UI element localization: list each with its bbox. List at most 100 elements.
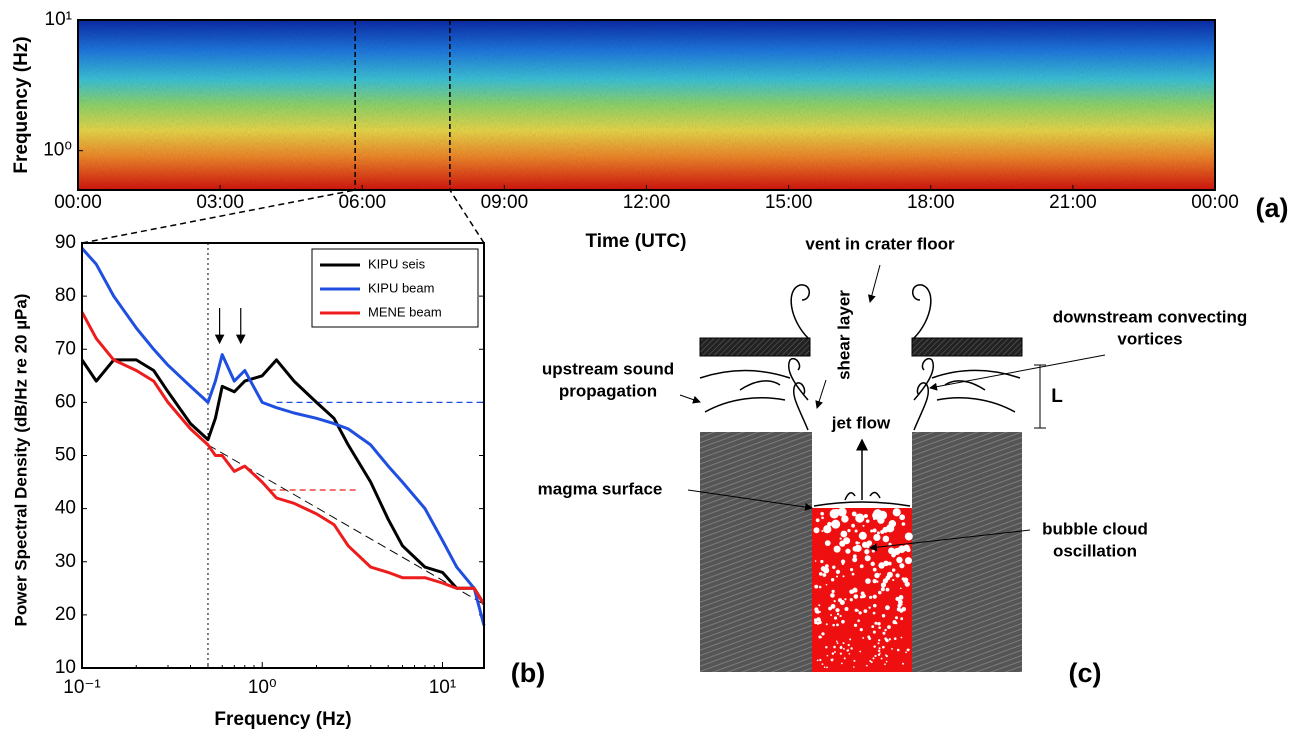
bubble: [844, 598, 847, 601]
bubble: [891, 647, 893, 650]
bubble: [901, 522, 906, 526]
bubble: [878, 562, 885, 569]
bubble: [837, 507, 847, 517]
bubble: [814, 620, 818, 625]
bubble: [835, 569, 841, 574]
bubble: [851, 572, 855, 576]
bubble: [882, 578, 888, 584]
diagram-label: propagation: [559, 381, 657, 400]
bubble: [899, 563, 905, 569]
bubble: [865, 664, 868, 667]
bubble: [896, 556, 903, 564]
bubble: [896, 607, 901, 612]
bubble: [847, 529, 851, 533]
bubble: [885, 654, 887, 656]
bubble: [829, 509, 840, 519]
bubble: [874, 654, 877, 658]
bubble: [821, 663, 824, 666]
bubble: [887, 561, 892, 566]
vortices: [699, 284, 1021, 431]
bubble: [874, 621, 878, 625]
bubble: [836, 642, 839, 645]
y-tick-label: 10⁰: [43, 140, 72, 161]
bubble: [885, 660, 888, 663]
series-line: [80, 311, 486, 606]
bubble: [843, 537, 851, 545]
bubble: [833, 616, 838, 620]
bubble: [852, 554, 857, 559]
x-axis-label: Time (UTC): [586, 231, 687, 252]
bubble: [836, 623, 839, 627]
y-tick-label: 40: [55, 498, 76, 519]
bubble: [873, 509, 883, 519]
bubble: [872, 528, 877, 533]
bubble: [849, 638, 852, 641]
bubble: [853, 659, 856, 662]
bubble: [886, 571, 893, 578]
bubble: [821, 516, 824, 520]
bubble: [894, 616, 898, 620]
bubble: [842, 642, 845, 645]
y-axis-label: Power Spectral Density (dB/Hz re 20 µPa): [11, 294, 30, 627]
x-axis-label: Frequency (Hz): [214, 709, 351, 730]
bubble: [872, 567, 877, 572]
bubble: [852, 545, 859, 552]
bubble: [885, 605, 890, 611]
bubble: [850, 647, 853, 650]
diagram-label: vortices: [1117, 329, 1182, 348]
bubble: [866, 545, 870, 549]
bubble: [892, 620, 897, 625]
crater-floor: [911, 337, 1023, 357]
y-tick-label: 30: [55, 551, 76, 572]
bubble: [839, 599, 845, 605]
bubble: [880, 587, 885, 592]
bubble: [862, 637, 865, 639]
bubble: [872, 611, 876, 615]
x-tick-label: 10¹: [429, 677, 456, 698]
bubble: [884, 663, 886, 666]
bubble: [814, 607, 819, 612]
bubble: [851, 511, 857, 517]
zoom-line: [81, 189, 356, 244]
bubble: [878, 626, 881, 629]
series-line: [80, 247, 486, 626]
x-tick-label: 18:00: [907, 192, 955, 213]
bubble: [884, 628, 887, 632]
y-tick-label: 10¹: [45, 9, 72, 30]
bubble: [821, 632, 825, 636]
bubble: [872, 603, 877, 608]
bubble: [854, 529, 858, 533]
diagram-label: shear layer: [834, 290, 853, 380]
bubble: [820, 559, 824, 564]
bubble: [873, 533, 881, 542]
diagram-label: L: [1051, 386, 1063, 407]
panel-b: 10 20 30 40 50 60 70 80 90 10⁻¹ 10⁰ 10¹ KIPU seis KIP…: [11, 189, 545, 730]
x-tick-label: 03:00: [196, 192, 244, 213]
bubble: [885, 587, 890, 592]
bubble: [891, 552, 896, 558]
bubble: [840, 559, 846, 564]
x-tick-label: 10⁻¹: [63, 677, 101, 698]
bubble: [849, 589, 854, 594]
bubble: [871, 549, 875, 553]
bubble: [882, 535, 890, 543]
legend-label: KIPU seis: [368, 256, 426, 271]
diagram-label: upstream sound: [542, 359, 674, 378]
bubble: [878, 639, 881, 642]
bubble: [831, 659, 833, 662]
bubble: [877, 649, 881, 653]
bubble: [823, 666, 826, 668]
y-tick-label: 20: [55, 604, 76, 625]
legend-label: MENE beam: [368, 304, 442, 319]
bubble: [839, 537, 842, 540]
bubble: [880, 582, 887, 588]
bubble: [872, 578, 877, 584]
bubble: [818, 572, 823, 576]
pointer: [867, 264, 881, 303]
panel-label: (b): [511, 658, 545, 688]
bubble: [840, 662, 843, 665]
bubble: [902, 662, 905, 665]
bubble: [853, 666, 855, 668]
bubble: [874, 572, 880, 579]
